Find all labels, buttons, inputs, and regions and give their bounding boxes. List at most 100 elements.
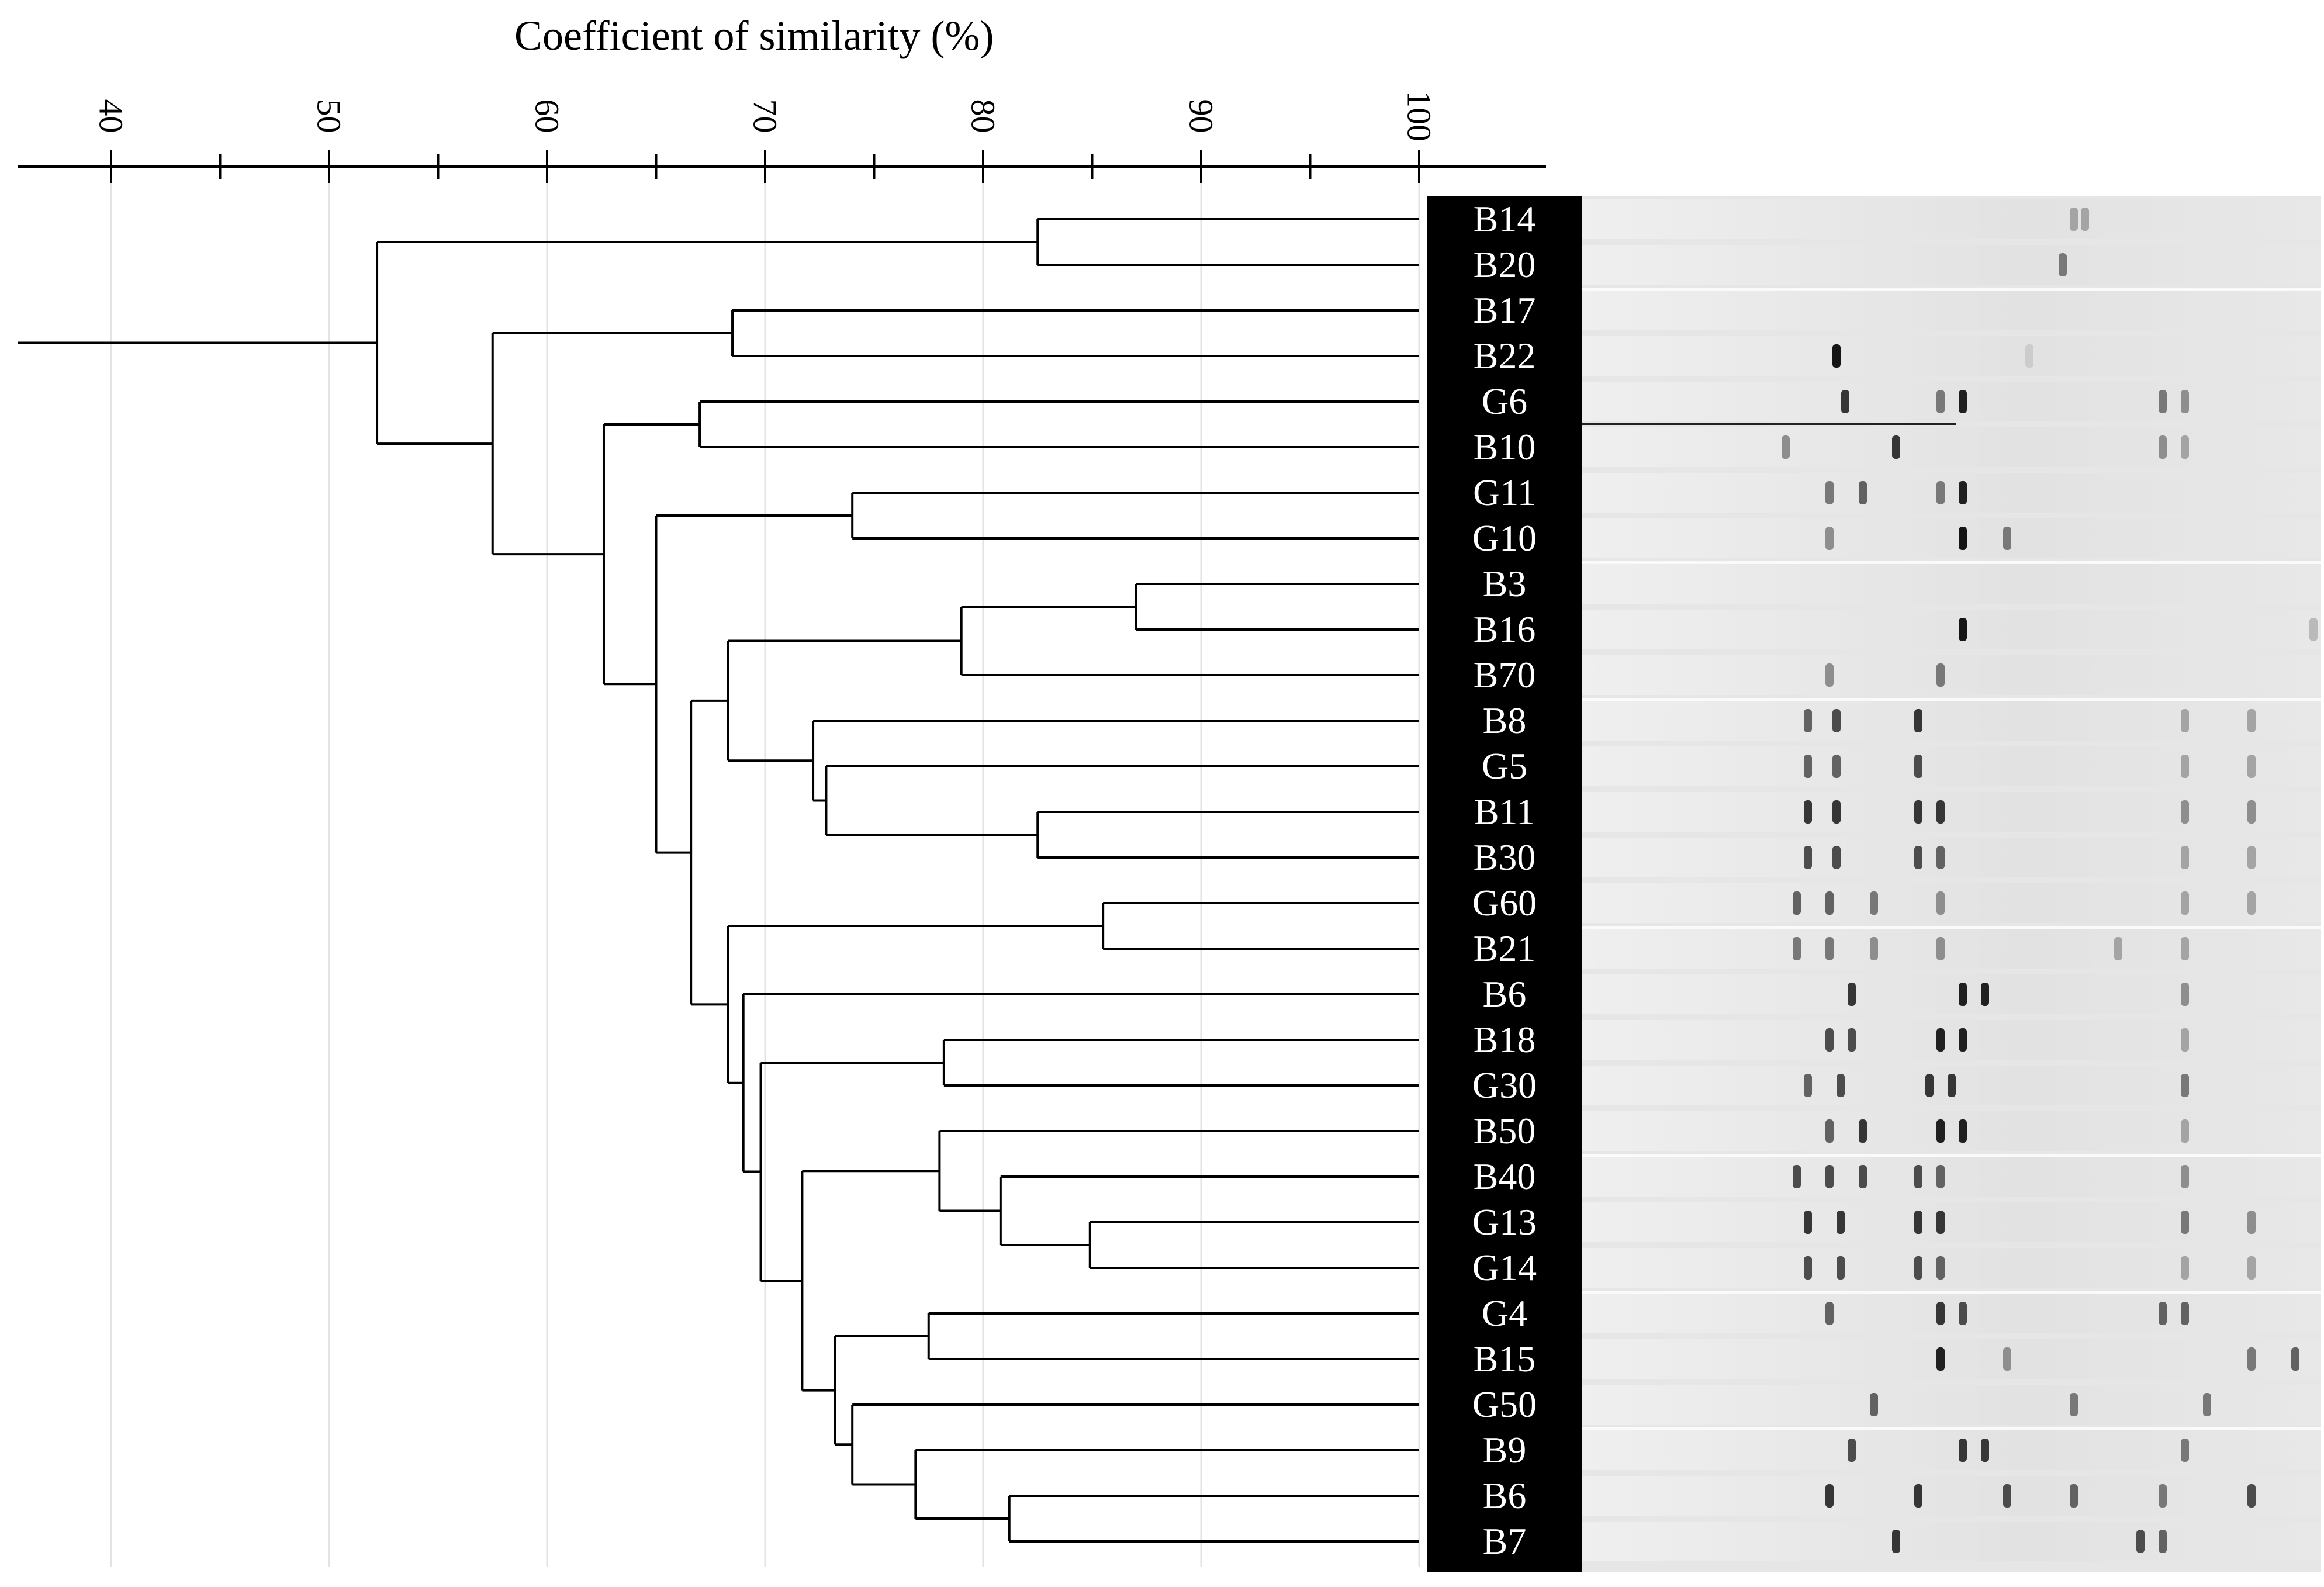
gel-band xyxy=(2158,1530,2167,1553)
gel-lane xyxy=(1582,473,2321,513)
isolate-label: B6 xyxy=(1482,1475,1527,1516)
gel-band xyxy=(1925,1074,1934,1097)
axis-tick-label: 70 xyxy=(746,99,784,133)
gel-band xyxy=(1936,663,1945,687)
isolate-label: G14 xyxy=(1472,1247,1537,1288)
gel-band xyxy=(2180,1028,2189,1052)
isolate-label: G11 xyxy=(1473,472,1536,513)
dendrogram-branches xyxy=(18,218,1419,1543)
gel-band xyxy=(2180,390,2189,413)
isolate-label: G50 xyxy=(1472,1384,1537,1425)
gel-band xyxy=(2202,1393,2211,1416)
gel-lane xyxy=(1582,518,2321,558)
isolate-label: B15 xyxy=(1473,1338,1536,1379)
gel-lane xyxy=(1582,974,2321,1014)
isolate-label: B14 xyxy=(1473,198,1536,240)
gel-band xyxy=(1825,1302,1834,1325)
gel-band xyxy=(1825,1165,1834,1188)
gel-lane xyxy=(1582,427,2321,467)
gel-band xyxy=(2080,208,2089,231)
gel-lane xyxy=(1582,1248,2321,1288)
isolate-label: B3 xyxy=(1482,563,1527,604)
gel-lane xyxy=(1582,655,2321,695)
gel-lane xyxy=(1582,838,2321,877)
gel-band xyxy=(2003,1347,2012,1371)
gel-band xyxy=(1959,1439,1967,1462)
gel-band xyxy=(1803,800,1812,824)
gel-band xyxy=(1848,1028,1856,1052)
gel-band xyxy=(2309,618,2318,641)
gel-band xyxy=(1870,937,1879,960)
gel-band xyxy=(2180,1302,2189,1325)
gel-band xyxy=(1936,1347,1945,1371)
gel-band xyxy=(1959,618,1967,641)
gel-band xyxy=(2180,1256,2189,1280)
gel-band xyxy=(1832,800,1841,824)
isolate-label: B17 xyxy=(1473,289,1536,331)
gel-band xyxy=(2247,1347,2256,1371)
gel-band xyxy=(1832,755,1841,778)
isolate-label: G13 xyxy=(1472,1201,1537,1243)
gel-band xyxy=(2180,1439,2189,1462)
gel-band xyxy=(1848,1439,1856,1462)
gel-band xyxy=(2180,800,2189,824)
gel-band xyxy=(2180,1074,2189,1097)
axis-tick-label: 90 xyxy=(1182,99,1220,133)
gel-band xyxy=(1841,390,1849,413)
gel-band xyxy=(1936,1211,1945,1234)
isolate-label: B50 xyxy=(1473,1110,1536,1152)
gel-band xyxy=(1936,800,1945,824)
isolate-label: B16 xyxy=(1473,608,1536,650)
gel-band xyxy=(2180,1119,2189,1143)
gel-band xyxy=(1837,1074,1845,1097)
gel-lane xyxy=(1582,336,2321,376)
isolate-label: G5 xyxy=(1481,745,1528,787)
gel-band xyxy=(1859,481,1868,504)
gel-lane xyxy=(1582,1385,2321,1425)
gel-band xyxy=(1981,1439,1990,1462)
gel-band xyxy=(1825,1484,1834,1508)
gel-lane xyxy=(1582,883,2321,923)
gel-band xyxy=(2180,937,2189,960)
gel-band xyxy=(2114,937,2122,960)
gel-band xyxy=(1832,709,1841,732)
gel-band xyxy=(1825,481,1834,504)
gel-band xyxy=(1892,1530,1901,1553)
gel-band xyxy=(1792,891,1801,915)
gel-band xyxy=(2180,846,2189,869)
gel-band xyxy=(1859,1165,1868,1188)
gel-lane xyxy=(1582,1522,2321,1561)
isolate-label: G10 xyxy=(1472,517,1537,559)
isolate-label: B18 xyxy=(1473,1019,1536,1060)
gel-lane xyxy=(1582,929,2321,969)
axis-tick-label: 80 xyxy=(964,99,1002,133)
isolate-label: G6 xyxy=(1481,381,1528,422)
gel-band xyxy=(1803,709,1812,732)
gel-band xyxy=(2247,846,2256,869)
gel-lane xyxy=(1582,1294,2321,1333)
gel-band xyxy=(1914,800,1923,824)
gel-lane xyxy=(1582,382,2321,421)
gel-band xyxy=(1803,846,1812,869)
gel-band xyxy=(1859,1119,1868,1143)
gel-divider xyxy=(1582,926,2321,929)
gel-band xyxy=(1892,435,1901,459)
gel-band xyxy=(1959,983,1967,1006)
gel-band xyxy=(1792,1165,1801,1188)
gel-lane xyxy=(1582,792,2321,832)
gel-lane xyxy=(1582,199,2321,239)
gel-band xyxy=(2180,435,2189,459)
gel-band xyxy=(2180,891,2189,915)
gel-band xyxy=(1936,390,1945,413)
gel-band xyxy=(2025,344,2034,368)
gel-band xyxy=(2247,891,2256,915)
gel-band xyxy=(1914,1211,1923,1234)
gel-band xyxy=(1936,1165,1945,1188)
gel-band xyxy=(1832,344,1841,368)
gel-band xyxy=(1803,1074,1812,1097)
gel-band xyxy=(2069,1393,2078,1416)
gel-band xyxy=(1870,891,1879,915)
gel-divider xyxy=(1582,1427,2321,1430)
gel-band xyxy=(1936,1302,1945,1325)
